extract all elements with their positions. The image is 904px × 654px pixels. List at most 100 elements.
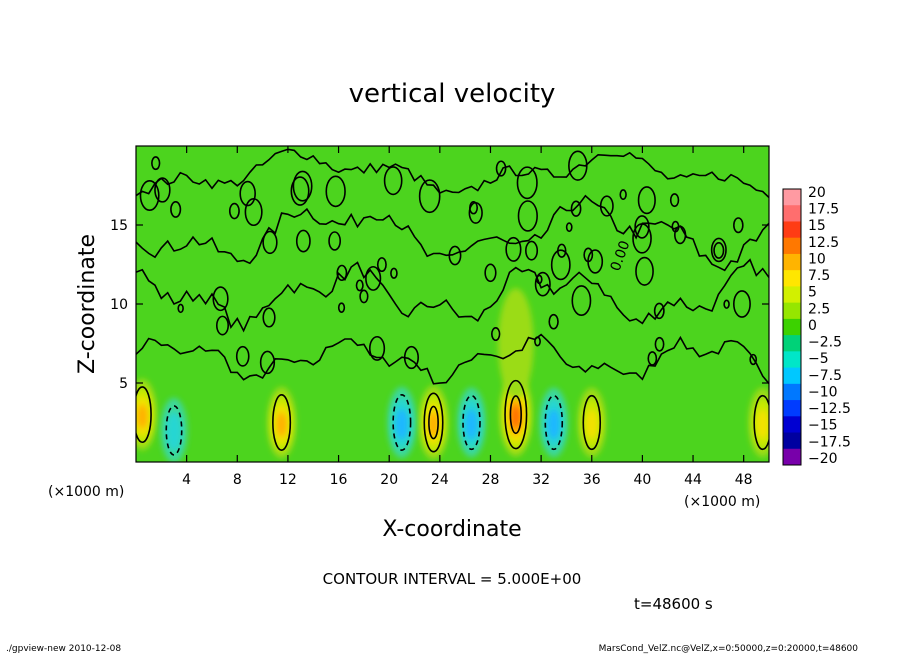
contour-eddy — [654, 336, 665, 352]
y-tick-label: 15 — [110, 218, 128, 234]
colorbar-label: −20 — [808, 451, 838, 467]
contour-eddy — [448, 245, 462, 266]
colorbar-swatch — [783, 286, 801, 304]
x-tick-label: 40 — [633, 472, 651, 488]
x-axis-ticks: 4 8 12 16 20 24 28 32 36 40 44 48 — [182, 146, 753, 488]
contour-eddy — [170, 200, 182, 218]
colorbar: 2017.51512.5107.552.50−2.5−5−7.5−10−12.5… — [782, 185, 851, 467]
contour-eddy — [674, 225, 687, 245]
colorbar-frame — [782, 188, 802, 466]
contour-eddy — [336, 264, 348, 282]
y-tick-label: 10 — [110, 297, 128, 313]
contour-eddy — [571, 285, 592, 316]
velocity-cell — [585, 409, 598, 440]
velocity-cell — [465, 409, 478, 440]
colorbar-label: −5 — [808, 351, 829, 367]
contour-eddy — [565, 222, 573, 233]
contour-eddy — [587, 249, 604, 274]
contour-eddy — [749, 353, 758, 366]
contour-eddy — [365, 265, 382, 291]
colorbar-swatch — [783, 270, 801, 287]
time-label: t=48600 s — [634, 595, 713, 613]
colorbar-label: 7.5 — [808, 268, 830, 284]
x-tick-label: 44 — [684, 472, 702, 488]
contour-eddy — [634, 215, 650, 239]
contour-eddy — [516, 166, 538, 200]
contour-eddy — [239, 180, 256, 207]
plot-area: 0.00 — [135, 145, 770, 463]
colorbar-swatch — [783, 416, 801, 434]
colorbar-label: 5 — [808, 285, 817, 301]
x-tick-label: 20 — [380, 472, 398, 488]
colorbar-swatch — [783, 221, 801, 239]
zero-contour — [136, 258, 769, 333]
colorbar-swatch — [783, 318, 801, 336]
x-unit-label: (×1000 m) — [684, 494, 760, 510]
contour-eddy — [390, 267, 398, 279]
contour-eddy — [632, 223, 652, 254]
velocity-plume — [498, 288, 534, 399]
contour-eddy — [259, 350, 276, 375]
contour-eddy — [139, 180, 160, 212]
contour-lines — [136, 148, 769, 456]
x-tick-label: 48 — [735, 472, 753, 488]
contour-eddy — [212, 286, 229, 312]
x-tick-label: 36 — [583, 472, 601, 488]
contour-eddy — [635, 256, 654, 286]
contour-eddy — [568, 150, 588, 181]
contour-ring — [462, 394, 481, 451]
contour-interval-note: CONTOUR INTERVAL = 5.000E+00 — [323, 570, 582, 588]
contour-eddy — [469, 200, 479, 215]
colorbar-label: 17.5 — [808, 202, 839, 218]
contour-eddy — [495, 160, 507, 177]
contour-eddy — [337, 302, 346, 313]
contour-eddy — [368, 335, 386, 361]
colorbar-swatch — [783, 351, 801, 369]
contour-eddy — [484, 263, 497, 283]
colorbar-label: −17.5 — [808, 434, 851, 450]
colorbar-label: −15 — [808, 418, 838, 434]
velocity-cell — [276, 412, 287, 437]
contour-eddy — [713, 242, 725, 259]
contour-ring — [544, 394, 564, 451]
contour-eddy — [154, 177, 171, 203]
contour-eddy — [671, 220, 680, 233]
contour-ring — [582, 394, 602, 451]
colorbar-label: −2.5 — [808, 335, 842, 351]
zero-contour — [136, 333, 769, 385]
colorbar-swatch — [783, 335, 801, 352]
contour-eddy — [733, 217, 744, 234]
contour-eddy — [599, 195, 614, 217]
colorbar-label: 20 — [808, 185, 826, 201]
contour-ring — [392, 394, 412, 451]
contour-eddy — [295, 229, 311, 253]
colorbar-label: 2.5 — [808, 301, 830, 317]
contour-eddy — [491, 327, 501, 342]
contour-eddy — [710, 237, 727, 263]
y-axis-ticks: 5 10 15 — [110, 218, 769, 392]
colorbar-label: −12.5 — [808, 401, 851, 417]
contour-eddy — [215, 315, 230, 336]
contour-eddy — [653, 302, 665, 320]
colorbar-swatch — [783, 432, 801, 450]
contour-eddy — [359, 289, 369, 304]
footer-left: ./gpview-new 2010-12-08 — [6, 644, 121, 654]
colorbar-swatch — [783, 205, 801, 222]
contour-ring — [165, 405, 183, 456]
contour-eddy — [637, 186, 656, 215]
contour-eddy — [669, 193, 680, 208]
contour-eddy — [505, 236, 522, 262]
zero-contour — [136, 148, 769, 199]
colorbar-label: 10 — [808, 251, 826, 267]
contour-eddy — [376, 257, 387, 273]
contour-eddy — [647, 351, 658, 366]
velocity-cell — [428, 412, 439, 437]
colorbar-label: −10 — [808, 384, 838, 400]
contour-eddy — [151, 156, 161, 171]
velocity-cell — [511, 405, 521, 429]
contour-eddy — [325, 175, 346, 208]
colorbar-swatch — [783, 383, 801, 401]
colorbar-label: 12.5 — [808, 235, 839, 251]
contour-ring — [753, 394, 769, 451]
